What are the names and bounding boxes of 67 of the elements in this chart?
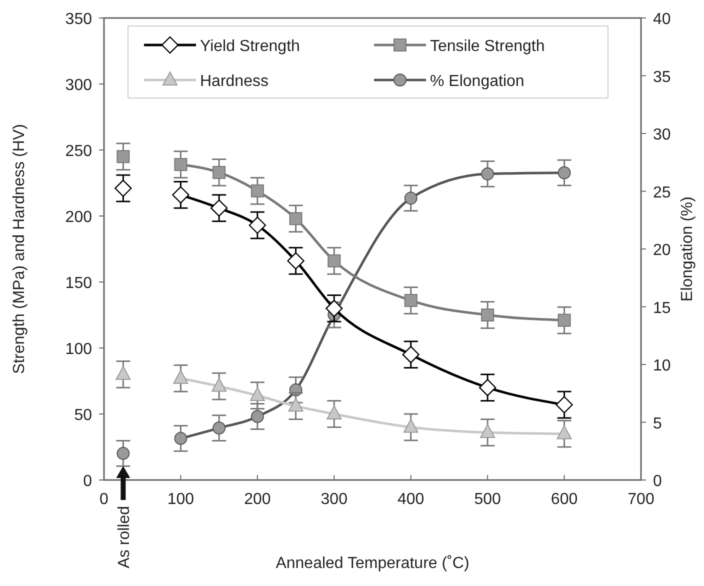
y-tick-label: 50 bbox=[74, 407, 92, 424]
x-tick-label: 0 bbox=[100, 491, 109, 508]
y2-tick-label: 10 bbox=[653, 358, 671, 374]
y-axis-title: Strength (MPa) and Hardness (HV) bbox=[11, 124, 28, 374]
y-tick-label: 300 bbox=[65, 77, 92, 94]
y2-tick-label: 5 bbox=[653, 415, 662, 432]
point bbox=[114, 180, 132, 197]
point bbox=[480, 424, 496, 438]
point bbox=[481, 308, 494, 322]
x-tick-label: 400 bbox=[398, 491, 424, 508]
point bbox=[289, 212, 302, 226]
point bbox=[172, 186, 190, 204]
point bbox=[248, 216, 266, 234]
legend-label: % Elongation bbox=[430, 73, 524, 90]
point bbox=[174, 158, 188, 172]
y2-tick-label: 40 bbox=[653, 11, 671, 28]
y2-axis-title: Elongation (%) bbox=[679, 196, 696, 302]
point bbox=[558, 166, 571, 180]
y-tick-label: 350 bbox=[65, 11, 92, 28]
y-tick-label: 100 bbox=[65, 341, 92, 358]
y-tick-label: 200 bbox=[65, 209, 92, 226]
point bbox=[174, 432, 188, 445]
point bbox=[326, 300, 343, 317]
y2-tick-label: 15 bbox=[653, 300, 671, 317]
point bbox=[288, 398, 304, 412]
point bbox=[250, 410, 264, 423]
y-tick-label: 250 bbox=[65, 143, 92, 160]
y2-tick-label: 20 bbox=[653, 242, 671, 259]
point bbox=[556, 425, 572, 440]
point bbox=[212, 378, 227, 392]
point bbox=[287, 252, 304, 270]
x-tick-label: 300 bbox=[320, 491, 348, 508]
point bbox=[250, 184, 264, 198]
y2-tick-label: 25 bbox=[653, 184, 671, 202]
y-tick-label: 150 bbox=[65, 275, 92, 292]
y-tick-label: 0 bbox=[83, 473, 92, 490]
point bbox=[402, 346, 420, 364]
point bbox=[478, 379, 496, 396]
point bbox=[212, 166, 226, 179]
x-tick-label: 100 bbox=[167, 491, 194, 508]
x-tick-label: 600 bbox=[550, 491, 578, 508]
point bbox=[556, 396, 573, 414]
point bbox=[404, 294, 418, 307]
point bbox=[481, 167, 494, 180]
x-axis-title: Annealed Temperature (˚C) bbox=[276, 555, 470, 572]
point bbox=[173, 370, 188, 384]
point bbox=[212, 422, 226, 435]
point bbox=[326, 406, 342, 420]
point bbox=[328, 254, 341, 268]
point bbox=[404, 192, 418, 205]
point bbox=[116, 366, 131, 380]
point bbox=[558, 314, 571, 327]
point bbox=[210, 199, 228, 217]
legend-label: Hardness bbox=[200, 73, 268, 90]
point bbox=[250, 387, 265, 402]
text: As rolled bbox=[116, 506, 134, 568]
point bbox=[116, 446, 130, 460]
legend-label: Tensile Strength bbox=[430, 38, 545, 55]
y2-tick-label: 30 bbox=[653, 126, 671, 144]
x-tick-label: 200 bbox=[244, 491, 271, 508]
point bbox=[403, 418, 418, 433]
point bbox=[116, 150, 130, 164]
y2-tick-label: 0 bbox=[653, 473, 662, 490]
x-tick-label: 500 bbox=[474, 491, 502, 508]
legend-label: Yield Strength bbox=[200, 38, 300, 55]
x-tick-label: 700 bbox=[628, 491, 654, 508]
y2-tick-label: 35 bbox=[653, 68, 671, 86]
